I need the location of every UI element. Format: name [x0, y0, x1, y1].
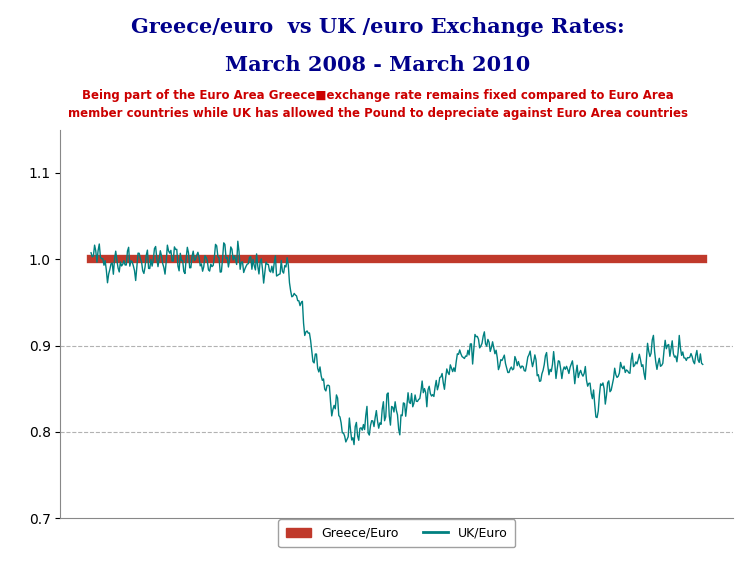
- Text: Greece/euro  vs UK /euro Exchange Rates:: Greece/euro vs UK /euro Exchange Rates:: [132, 17, 624, 37]
- UK/Euro: [249, 256, 258, 263]
- UK/Euro: [554, 357, 563, 364]
- Greece/Euro: [86, 256, 95, 263]
- UK/Euro: [370, 414, 380, 421]
- UK/Euro: [86, 249, 95, 256]
- Greece/Euro: [699, 256, 708, 263]
- Greece/Euro: [179, 256, 188, 263]
- UK/Euro: [113, 257, 122, 264]
- Text: Being part of the Euro Area Greece■exchange rate remains fixed compared to Euro : Being part of the Euro Area Greece■excha…: [68, 89, 688, 120]
- Greece/Euro: [113, 256, 122, 263]
- UK/Euro: [179, 268, 188, 275]
- UK/Euro: [234, 238, 243, 245]
- Greece/Euro: [551, 256, 560, 263]
- Greece/Euro: [247, 256, 256, 263]
- UK/Euro: [349, 441, 358, 448]
- UK/Euro: [196, 263, 205, 270]
- Greece/Euro: [368, 256, 377, 263]
- UK/Euro: [699, 361, 708, 368]
- Legend: Greece/Euro, UK/Euro: Greece/Euro, UK/Euro: [278, 519, 516, 547]
- Greece/Euro: [196, 256, 205, 263]
- Text: March 2008 - March 2010: March 2008 - March 2010: [225, 55, 531, 75]
- Line: UK/Euro: UK/Euro: [91, 241, 703, 445]
